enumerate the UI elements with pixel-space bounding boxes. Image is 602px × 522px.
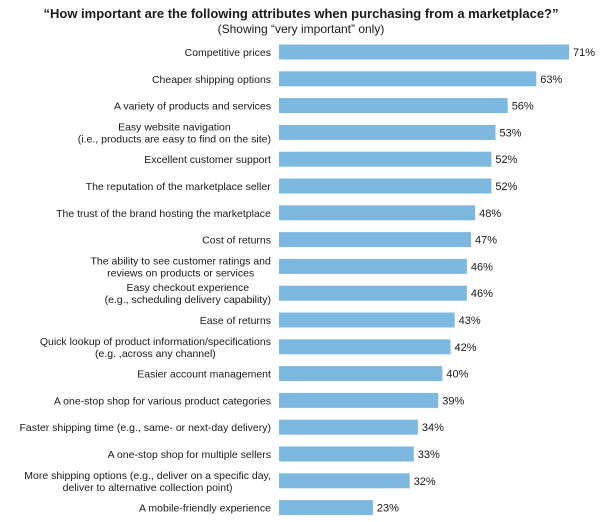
bar-16 — [279, 473, 410, 489]
bar-2 — [279, 98, 508, 114]
value-label-17: 23% — [377, 503, 399, 515]
value-label-6: 48% — [479, 208, 501, 220]
bar-13 — [279, 392, 439, 408]
category-label-13: A one-stop shop for various product cate… — [54, 395, 271, 407]
category-label-8: The ability to see customer ratings and r… — [91, 255, 272, 279]
category-label-1: Cheaper shipping options — [152, 74, 271, 86]
category-label-4: Excellent customer support — [144, 154, 271, 166]
value-label-15: 33% — [418, 449, 440, 461]
value-label-12: 40% — [446, 369, 468, 381]
value-label-9: 46% — [471, 288, 493, 300]
bar-4 — [279, 151, 492, 167]
value-label-3: 53% — [500, 127, 522, 139]
value-label-0: 71% — [573, 47, 595, 59]
category-label-16: More shipping options (e.g., deliver on … — [24, 470, 271, 494]
bar-12 — [279, 366, 443, 382]
category-label-7: Cost of returns — [202, 235, 271, 247]
category-label-3: Easy website navigation (i.e., products a… — [78, 121, 271, 145]
chart-title: “How important are the following attribu… — [43, 6, 559, 21]
value-label-7: 47% — [475, 235, 497, 247]
bar-0 — [279, 44, 569, 60]
value-label-1: 63% — [540, 74, 562, 86]
value-label-2: 56% — [512, 101, 534, 113]
bar-9 — [279, 285, 467, 301]
value-label-13: 39% — [442, 395, 464, 407]
value-label-4: 52% — [495, 154, 517, 166]
category-label-15: A one-stop shop for multiple sellers — [108, 449, 271, 461]
bar-6 — [279, 205, 476, 221]
category-label-9: Easy checkout experience (e.g., schedulin… — [105, 282, 271, 306]
bar-15 — [279, 446, 414, 462]
category-label-11: Quick lookup of product information/spec… — [40, 336, 271, 360]
category-label-10: Ease of returns — [200, 315, 271, 327]
category-label-6: The trust of the brand hosting the marke… — [56, 208, 271, 220]
bar-11 — [279, 339, 451, 355]
value-label-11: 42% — [455, 342, 477, 354]
category-label-0: Competitive prices — [185, 47, 271, 59]
value-label-16: 32% — [414, 476, 436, 488]
category-label-5: The reputation of the marketplace seller — [86, 181, 272, 193]
category-label-14: Faster shipping time (e.g., same- or nex… — [19, 422, 271, 434]
bar-8 — [279, 258, 467, 274]
bar-1 — [279, 71, 537, 87]
bar-5 — [279, 178, 492, 194]
bar-3 — [279, 124, 496, 140]
value-label-14: 34% — [422, 422, 444, 434]
value-label-10: 43% — [459, 315, 481, 327]
bar-17 — [279, 500, 373, 516]
category-label-2: A variety of products and services — [114, 101, 271, 113]
bar-10 — [279, 312, 455, 328]
value-label-5: 52% — [495, 181, 517, 193]
value-label-8: 46% — [471, 261, 493, 273]
bar-14 — [279, 419, 418, 435]
bar-7 — [279, 232, 471, 248]
category-label-12: Easier account management — [137, 369, 271, 381]
category-label-17: A mobile-friendly experience — [139, 503, 271, 515]
chart-subtitle: (Showing “very important” only) — [217, 22, 385, 36]
